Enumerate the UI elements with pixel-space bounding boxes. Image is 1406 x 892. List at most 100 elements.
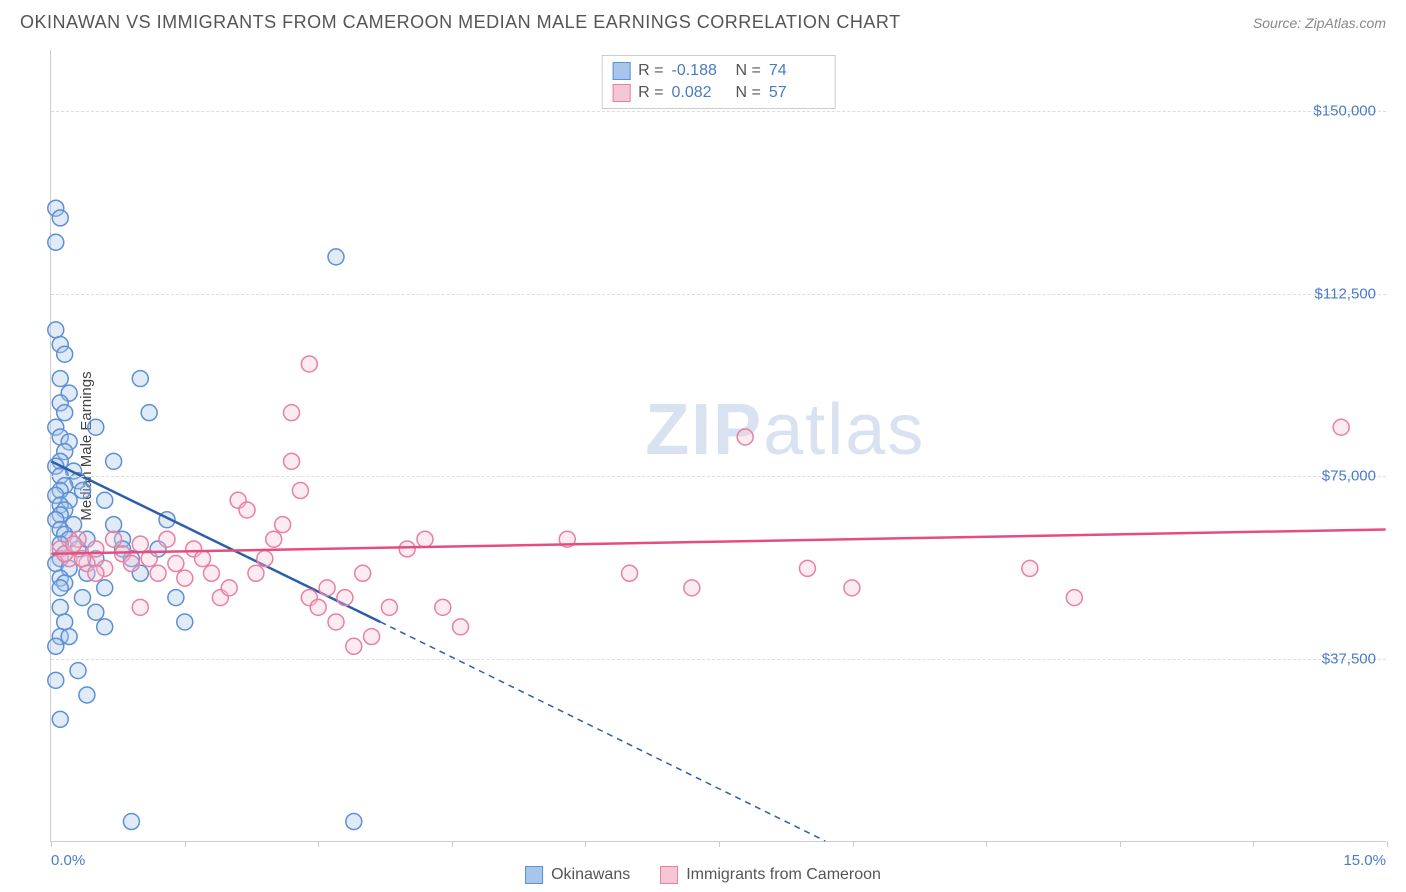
data-point <box>284 453 300 469</box>
x-tick <box>1120 841 1121 847</box>
data-point <box>203 565 219 581</box>
series-swatch <box>612 84 630 102</box>
data-point <box>239 502 255 518</box>
data-point <box>74 590 90 606</box>
data-point <box>435 599 451 615</box>
data-point <box>97 619 113 635</box>
x-tick <box>452 841 453 847</box>
gridline <box>51 476 1386 477</box>
x-tick <box>719 841 720 847</box>
data-point <box>381 599 397 615</box>
data-point <box>132 371 148 387</box>
data-point <box>1066 590 1082 606</box>
y-tick-label: $75,000 <box>1322 468 1376 485</box>
x-tick <box>318 841 319 847</box>
data-point <box>57 614 73 630</box>
data-point <box>257 551 273 567</box>
data-point <box>266 531 282 547</box>
data-point <box>799 560 815 576</box>
stats-row: R =0.082N =57 <box>612 82 825 104</box>
data-point <box>275 517 291 533</box>
legend-item: Immigrants from Cameroon <box>660 866 881 884</box>
x-tick <box>1253 841 1254 847</box>
data-point <box>48 672 64 688</box>
data-point <box>399 541 415 557</box>
data-point <box>106 453 122 469</box>
x-tick <box>185 841 186 847</box>
data-point <box>417 531 433 547</box>
data-point <box>48 638 64 654</box>
data-point <box>364 629 380 645</box>
data-point <box>292 483 308 499</box>
data-point <box>168 556 184 572</box>
data-point <box>346 814 362 830</box>
data-point <box>310 599 326 615</box>
x-tick <box>1387 841 1388 847</box>
data-point <box>132 536 148 552</box>
data-point <box>74 483 90 499</box>
data-point <box>328 249 344 265</box>
source-attribution: Source: ZipAtlas.com <box>1253 15 1386 31</box>
data-point <box>319 580 335 596</box>
y-tick-label: $112,500 <box>1315 285 1376 302</box>
data-point <box>52 711 68 727</box>
stats-row: R =-0.188N =74 <box>612 60 825 82</box>
data-point <box>1333 419 1349 435</box>
data-point <box>97 580 113 596</box>
data-point <box>622 565 638 581</box>
trend-line <box>51 529 1385 553</box>
data-point <box>48 234 64 250</box>
gridline <box>51 659 1386 660</box>
data-point <box>88 419 104 435</box>
y-tick-label: $37,500 <box>1322 651 1376 668</box>
data-point <box>141 405 157 421</box>
n-label: N = <box>736 84 761 102</box>
data-point <box>97 492 113 508</box>
x-tick <box>585 841 586 847</box>
data-point <box>70 663 86 679</box>
x-axis-max-label: 15.0% <box>1343 852 1386 869</box>
data-point <box>195 551 211 567</box>
x-tick <box>51 841 52 847</box>
chart-title: OKINAWAN VS IMMIGRANTS FROM CAMEROON MED… <box>20 12 901 33</box>
legend: Okinawans Immigrants from Cameroon <box>525 866 881 884</box>
data-point <box>453 619 469 635</box>
data-point <box>52 580 68 596</box>
x-tick <box>986 841 987 847</box>
data-point <box>132 599 148 615</box>
legend-swatch <box>525 866 543 884</box>
legend-item: Okinawans <box>525 866 630 884</box>
n-value: 57 <box>769 84 825 102</box>
data-point <box>221 580 237 596</box>
data-point <box>284 405 300 421</box>
r-value: -0.188 <box>672 62 728 80</box>
data-point <box>88 604 104 620</box>
chart-plot-area: ZIPatlas R =-0.188N =74R =0.082N =57 0.0… <box>50 50 1386 842</box>
legend-label: Immigrants from Cameroon <box>686 866 881 884</box>
legend-label: Okinawans <box>551 866 630 884</box>
data-point <box>844 580 860 596</box>
x-tick <box>853 841 854 847</box>
y-tick-label: $150,000 <box>1313 102 1376 119</box>
data-point <box>48 322 64 338</box>
data-point <box>52 599 68 615</box>
data-point <box>106 517 122 533</box>
data-point <box>159 531 175 547</box>
n-value: 74 <box>769 62 825 80</box>
data-point <box>1022 560 1038 576</box>
data-point <box>355 565 371 581</box>
data-point <box>88 565 104 581</box>
data-point <box>52 210 68 226</box>
r-value: 0.082 <box>672 84 728 102</box>
data-point <box>57 346 73 362</box>
data-point <box>328 614 344 630</box>
data-point <box>106 531 122 547</box>
n-label: N = <box>736 62 761 80</box>
data-point <box>61 629 77 645</box>
data-point <box>168 590 184 606</box>
gridline <box>51 294 1386 295</box>
data-point <box>88 541 104 557</box>
data-point <box>337 590 353 606</box>
trend-line-extrapolated <box>380 622 825 841</box>
series-swatch <box>612 62 630 80</box>
